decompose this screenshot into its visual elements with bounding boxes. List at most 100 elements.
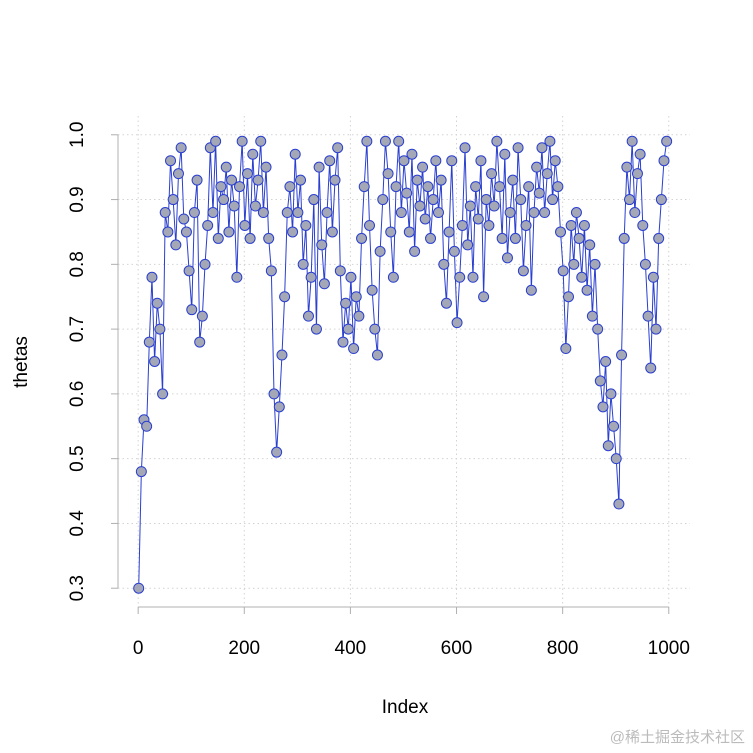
point: [379, 135, 391, 147]
point: [409, 245, 421, 257]
point: [454, 271, 466, 283]
point: [661, 135, 673, 147]
x-tick-label: 1000: [648, 638, 690, 659]
x-tick-label: 400: [335, 638, 367, 659]
point: [364, 219, 376, 231]
point: [318, 278, 330, 290]
y-tick-label: 0.5: [67, 445, 88, 471]
point: [597, 401, 609, 413]
point: [650, 323, 662, 335]
point: [180, 226, 192, 238]
point: [255, 135, 267, 147]
point: [425, 232, 437, 244]
point: [273, 401, 285, 413]
point: [417, 161, 429, 173]
point: [234, 181, 246, 193]
point: [154, 323, 166, 335]
point: [316, 239, 328, 251]
point: [223, 226, 235, 238]
point: [605, 388, 617, 400]
point: [199, 258, 211, 270]
point: [467, 271, 479, 283]
point: [584, 239, 596, 251]
point: [220, 161, 232, 173]
point: [350, 291, 362, 303]
point: [647, 271, 659, 283]
x-tick-label: 200: [228, 638, 260, 659]
point: [297, 258, 309, 270]
x-axis-label: Index: [382, 697, 429, 718]
point: [340, 297, 352, 309]
point: [496, 232, 508, 244]
point: [536, 142, 548, 154]
point: [167, 194, 179, 206]
point: [488, 200, 500, 212]
y-tick-label: 0.9: [67, 186, 88, 212]
point: [395, 207, 407, 219]
point: [313, 161, 325, 173]
point: [483, 219, 495, 231]
point: [618, 232, 630, 244]
x-tick-label: 0: [133, 638, 144, 659]
point: [531, 161, 543, 173]
point: [387, 271, 399, 283]
point: [525, 284, 537, 296]
point: [374, 245, 386, 257]
point: [547, 194, 559, 206]
point: [438, 258, 450, 270]
point: [289, 148, 301, 160]
point: [539, 207, 551, 219]
point: [464, 200, 476, 212]
point: [642, 310, 654, 322]
point: [446, 155, 458, 167]
point: [448, 245, 460, 257]
point: [480, 194, 492, 206]
point: [239, 219, 251, 231]
point: [146, 271, 158, 283]
point: [194, 336, 206, 348]
point: [435, 174, 447, 186]
point: [655, 194, 667, 206]
point: [324, 155, 336, 167]
point: [637, 219, 649, 231]
point: [401, 187, 413, 199]
point: [228, 200, 240, 212]
point: [645, 362, 657, 374]
point: [600, 356, 612, 367]
point: [345, 271, 357, 283]
point: [175, 142, 187, 154]
point: [287, 226, 299, 238]
point: [186, 304, 198, 316]
point: [390, 181, 402, 193]
point: [557, 265, 569, 277]
point: [215, 181, 227, 193]
point: [520, 219, 532, 231]
point: [544, 135, 556, 147]
point: [443, 226, 455, 238]
point: [337, 336, 349, 348]
point: [202, 219, 214, 231]
point: [143, 336, 155, 348]
point: [555, 226, 567, 238]
point: [141, 420, 153, 432]
point: [133, 582, 145, 594]
point: [342, 323, 354, 335]
point: [329, 174, 341, 186]
point: [528, 207, 540, 219]
point: [310, 323, 322, 335]
point: [398, 155, 410, 167]
point: [295, 174, 307, 186]
point: [385, 226, 397, 238]
point: [212, 232, 224, 244]
point: [361, 135, 373, 147]
point: [616, 349, 628, 361]
point: [475, 155, 487, 167]
point: [268, 388, 280, 400]
point: [149, 356, 161, 367]
point: [348, 343, 360, 355]
point: [472, 213, 484, 225]
point: [188, 207, 200, 219]
point: [560, 343, 572, 355]
point: [276, 349, 288, 361]
